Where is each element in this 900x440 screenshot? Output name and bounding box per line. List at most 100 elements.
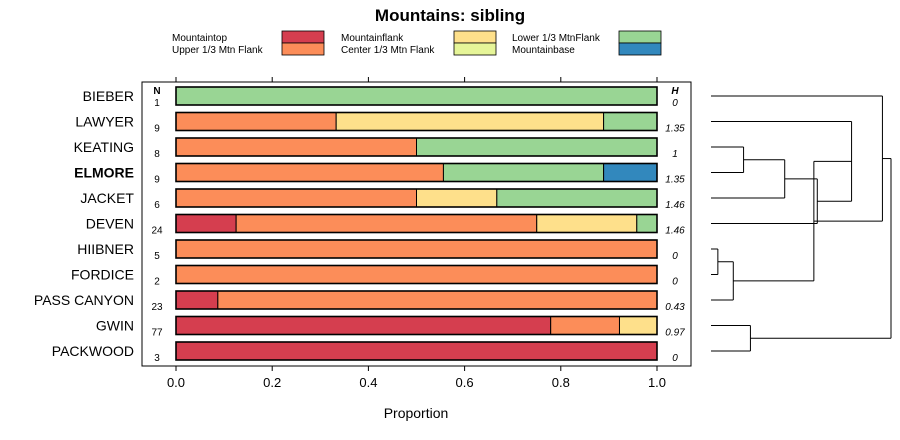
bar-outline [175, 137, 658, 157]
h-value: 1.46 [665, 200, 685, 211]
row-label: JACKET [80, 190, 134, 206]
legend-label-lower-1-3-mtnflank: Lower 1/3 MtnFlank [512, 33, 601, 44]
bar-rows: BIEBER 1 0 LAWYER 9 1.35 KEATING 8 1 ELMORE 9 1.35 J… [34, 86, 685, 364]
bar-outline [175, 239, 658, 259]
bar-segment-mountaintop [175, 290, 219, 310]
bar-segment-mountaintop [175, 341, 658, 361]
row-label: BIEBER [83, 88, 134, 104]
chart-title: Mountains: sibling [375, 6, 525, 25]
bar-outline [175, 264, 658, 285]
bar-outline [175, 86, 658, 106]
n-value: 77 [151, 328, 163, 339]
x-tick-label: 0.2 [263, 375, 281, 390]
x-tick-label: 1.0 [648, 375, 666, 390]
bar-segment-lower-1-3-mtnflank [636, 214, 658, 233]
bar-segment-mountaintop [175, 316, 552, 335]
row-bieber: BIEBER 1 0 [83, 86, 678, 109]
h-value: 1.35 [665, 124, 685, 135]
bar-segment-lower-1-3-mtnflank [442, 163, 605, 182]
bar-segment-upper-1-3-mtn-flank [217, 290, 658, 310]
x-tick-label: 0.0 [167, 375, 185, 390]
row-label: GWIN [96, 318, 134, 334]
n-value: 2 [154, 277, 160, 288]
row-pass-canyon: PASS CANYON 23 0.43 [34, 290, 685, 313]
bar-segment-mountainbase [603, 163, 658, 182]
n-value: 9 [154, 124, 160, 135]
h-value: 0 [672, 277, 678, 288]
legend-label-mountainflank: Mountainflank [341, 33, 404, 44]
n-value: 5 [154, 251, 160, 262]
legend-swatch-center-1-3-mtn-flank [453, 42, 497, 56]
row-hiibner: HIIBNER 5 0 [77, 239, 678, 262]
row-fordice: FORDICE 2 0 [71, 264, 678, 288]
bar-segment-lower-1-3-mtnflank [175, 86, 658, 106]
row-packwood: PACKWOOD 3 0 [52, 341, 678, 364]
h-column-header: H [671, 86, 679, 97]
bar-segment-upper-1-3-mtn-flank [175, 137, 417, 157]
bar-segment-mountaintop [175, 214, 237, 233]
x-tick-label: 0.8 [552, 375, 570, 390]
row-label: DEVEN [86, 216, 134, 232]
n-value: 23 [151, 302, 163, 313]
n-column-header: N [153, 86, 160, 97]
x-tick-label: 0.4 [359, 375, 377, 390]
bar-segment-upper-1-3-mtn-flank [235, 214, 538, 233]
row-label: ELMORE [74, 165, 134, 181]
plot-frame [141, 81, 692, 367]
row-keating: KEATING 8 1 [74, 137, 678, 160]
bar-segment-upper-1-3-mtn-flank [550, 316, 620, 335]
legend-label-mountainbase: Mountainbase [512, 45, 575, 56]
legend-swatch-mountainbase [618, 42, 662, 56]
row-label: LAWYER [75, 114, 134, 130]
legend-swatch-lower-1-3-mtnflank [618, 30, 662, 44]
n-value: 3 [154, 353, 160, 364]
legend-label-mountaintop: Mountaintop [172, 33, 227, 44]
row-label: FORDICE [71, 267, 134, 283]
row-elmore: ELMORE 9 1.35 [74, 162, 685, 186]
bar-outline [175, 315, 658, 336]
h-value: 1.46 [665, 226, 685, 237]
h-value: 0.97 [665, 328, 685, 339]
bar-outline [175, 162, 658, 183]
n-value: 24 [151, 226, 163, 237]
bar-segment-upper-1-3-mtn-flank [175, 163, 444, 182]
bar-segment-lower-1-3-mtnflank [603, 112, 658, 131]
row-deven: DEVEN 24 1.46 [86, 213, 685, 237]
row-jacket: JACKET 6 1.46 [80, 188, 685, 211]
legend-swatch-mountainflank [453, 30, 497, 44]
row-lawyer: LAWYER 9 1.35 [75, 111, 685, 135]
bar-outline [175, 290, 658, 310]
h-value: 0 [672, 353, 678, 364]
bar-segment-mountainflank [618, 316, 658, 335]
bar-segment-lower-1-3-mtnflank [496, 188, 658, 208]
n-value: 9 [154, 175, 160, 186]
legend-swatch-upper-1-3-mtn-flank [281, 42, 325, 56]
bar-segment-upper-1-3-mtn-flank [175, 188, 417, 208]
bar-segment-mountainflank [536, 214, 638, 233]
n-value: 8 [154, 149, 160, 160]
row-label: KEATING [74, 139, 134, 155]
h-value: 0.43 [665, 302, 685, 313]
h-value: 1.35 [665, 175, 685, 186]
bar-segment-upper-1-3-mtn-flank [175, 239, 658, 259]
row-gwin: GWIN 77 0.97 [96, 315, 685, 339]
bar-segment-upper-1-3-mtn-flank [175, 265, 658, 284]
h-value: 0 [672, 98, 678, 109]
bar-outline [175, 341, 658, 361]
n-value: 6 [154, 200, 160, 211]
h-value: 0 [672, 251, 678, 262]
legend-swatch-mountaintop [281, 30, 325, 44]
dendrogram [711, 95, 892, 352]
bar-segment-mountainflank [416, 188, 498, 208]
x-axis: 0.0 0.2 0.4 0.6 0.8 1.0 [167, 77, 666, 390]
legend-label-center-1-3-mtn-flank: Center 1/3 Mtn Flank [341, 45, 435, 56]
bar-segment-lower-1-3-mtnflank [416, 137, 658, 157]
row-label: HIIBNER [77, 241, 134, 257]
n-value: 1 [154, 98, 160, 109]
bar-outline [175, 111, 658, 132]
bar-outline [175, 213, 658, 234]
bar-segment-upper-1-3-mtn-flank [175, 112, 337, 131]
bar-outline [175, 188, 658, 208]
